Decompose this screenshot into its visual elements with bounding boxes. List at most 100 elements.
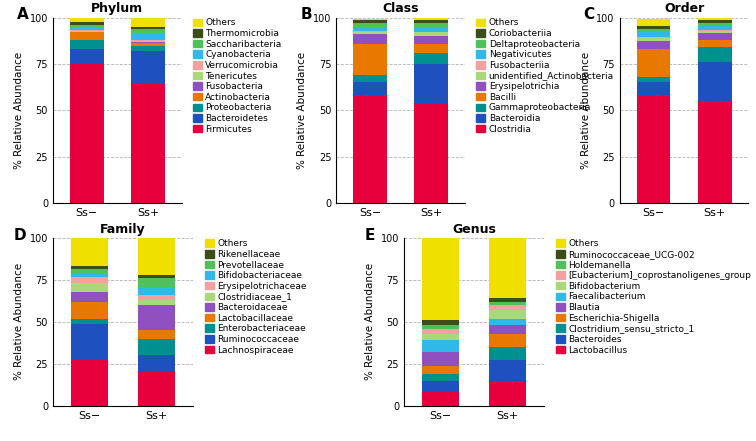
Bar [71,238,108,266]
Bar [138,355,175,372]
Bar [70,18,104,22]
Bar [71,318,108,324]
Bar [138,287,175,295]
Bar [637,26,671,29]
Bar [489,325,526,334]
Bar [423,392,459,406]
Bar [414,44,448,53]
Bar [71,284,108,292]
Bar [637,29,671,33]
Bar [353,20,387,23]
Bar [423,329,459,334]
Bar [698,62,732,101]
Bar [414,20,448,23]
Bar [353,32,387,34]
Title: Family: Family [101,223,146,235]
Bar [138,372,175,406]
Bar [414,18,448,20]
Bar [138,339,175,355]
Bar [414,33,448,36]
Bar [70,28,104,30]
Bar [138,295,175,300]
Title: Class: Class [383,2,419,15]
Bar [353,34,387,44]
Title: Phylum: Phylum [91,2,144,15]
Bar [131,46,165,51]
Bar [138,278,175,287]
Bar [423,381,459,392]
Bar [489,381,526,406]
Bar [71,277,108,284]
Bar [138,305,175,330]
Bar [353,19,387,20]
Bar [423,238,459,320]
Bar [131,29,165,34]
Bar [698,101,732,203]
Bar [414,64,448,103]
Bar [131,84,165,203]
Bar [423,374,459,381]
Bar [71,360,108,406]
Bar [70,49,104,64]
Bar [131,51,165,84]
Bar [138,275,175,278]
Text: B: B [300,7,311,22]
Bar [637,95,671,203]
Bar [414,23,448,28]
Y-axis label: % Relative Abundance: % Relative Abundance [581,52,591,169]
Bar [637,49,671,77]
Bar [414,28,448,32]
Bar [131,43,165,46]
Bar [489,299,526,302]
Bar [353,44,387,75]
Text: E: E [364,228,375,243]
Bar [698,20,732,23]
Bar [71,269,108,274]
Bar [698,40,732,47]
Bar [698,26,732,30]
Bar [70,32,104,33]
Bar [70,30,104,32]
Bar [637,38,671,41]
Bar [637,37,671,38]
Bar [637,82,671,95]
Bar [131,34,165,40]
Bar [698,34,732,40]
Text: A: A [17,7,29,22]
Legend: Others, Thermomicrobia, Saccharibacteria, Cyanobacteria, Verrucomicrobia, Teneri: Others, Thermomicrobia, Saccharibacteria… [193,19,281,134]
Text: D: D [14,228,26,243]
Bar [131,18,165,27]
Bar [489,334,526,347]
Bar [353,30,387,32]
Bar [637,19,671,26]
Bar [138,330,175,339]
Y-axis label: % Relative Abundance: % Relative Abundance [14,263,24,381]
Bar [353,82,387,95]
Title: Order: Order [664,2,704,15]
Bar [131,41,165,42]
Bar [138,238,175,275]
Bar [637,77,671,82]
Bar [423,334,459,340]
Bar [423,352,459,366]
Bar [131,27,165,29]
Bar [637,41,671,49]
Bar [71,324,108,360]
Bar [70,22,104,25]
Bar [489,310,526,318]
Bar [489,318,526,325]
Bar [423,340,459,352]
Bar [423,366,459,374]
Bar [70,40,104,49]
Bar [414,36,448,44]
Bar [138,300,175,305]
Bar [70,33,104,40]
Bar [71,266,108,269]
Bar [698,30,732,34]
Bar [698,47,732,62]
Bar [71,274,108,277]
Bar [353,23,387,27]
Bar [71,302,108,318]
Bar [353,75,387,82]
Y-axis label: % Relative Abundance: % Relative Abundance [365,263,375,381]
